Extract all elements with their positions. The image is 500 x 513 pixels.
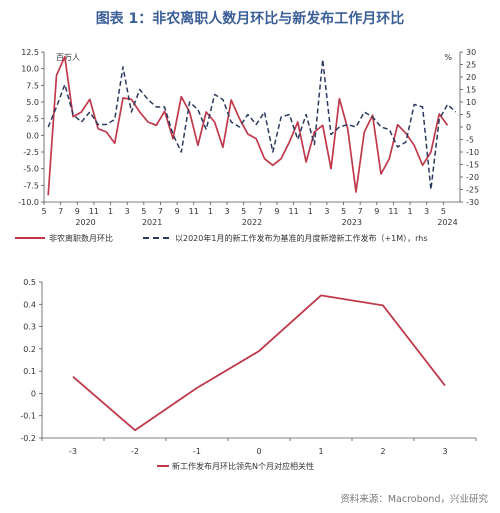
x-tick-label: 5 (241, 207, 246, 216)
right-tick-label: -5 (466, 136, 474, 145)
figure-title: 图表 1：非农离职人数月环比与新发布工作月环比 (95, 11, 405, 27)
x-tick-label: 11 (189, 207, 199, 216)
left-tick-label: -2.5 (23, 148, 39, 157)
bottom-x-tick-label: 2 (380, 447, 385, 456)
x-tick-label: 5 (141, 207, 146, 216)
bottom-y-tick-label: 0.2 (23, 345, 36, 354)
x-tick-label: 5 (441, 207, 446, 216)
right-tick-label: -10 (466, 148, 479, 157)
x-tick-label: 3 (324, 207, 329, 216)
right-tick-label: -30 (466, 198, 479, 207)
x-tick-label: 9 (374, 207, 379, 216)
series-line-job-postings (47, 58, 457, 191)
bottom-x-tick-label: 1 (318, 447, 323, 456)
x-tick-label: 5 (341, 207, 346, 216)
right-unit-label: % (444, 53, 452, 62)
bottom-x-tick-label: 0 (256, 447, 261, 456)
legend-label-red: 非农离职数月环比 (49, 233, 113, 243)
x-tick-label: 9 (175, 207, 180, 216)
right-tick-label: 0 (466, 123, 471, 132)
left-tick-label: -10.0 (18, 198, 39, 207)
x-tick-label: 7 (58, 207, 63, 216)
x-tick-label: 5 (41, 207, 46, 216)
bottom-y-tick-label: -0.1 (20, 412, 36, 421)
left-tick-label: 12.5 (21, 48, 39, 57)
bottom-x-tick-label: -1 (193, 447, 201, 456)
left-unit-label: 百万人 (56, 53, 80, 62)
right-tick-label: 20 (466, 73, 476, 82)
bottom-y-tick-label: 0 (31, 389, 36, 398)
x-tick-label: 1 (308, 207, 313, 216)
series-line-correlation (72, 294, 446, 432)
x-tick-label: 11 (89, 207, 99, 216)
left-tick-label: -7.5 (23, 181, 39, 190)
bottom-y-tick-label: -0.2 (20, 434, 36, 443)
x-tick-label: 1 (408, 207, 413, 216)
x-year-label: 2021 (142, 218, 162, 227)
top-chart: 百万人 % 12.5 10.0 7.5 5.0 2.5 0.0 -2.5 -5.0 -7.5 -1… (15, 48, 479, 243)
x-year-label: 2020 (75, 218, 95, 227)
x-tick-label: 3 (224, 207, 229, 216)
left-tick-label: -5.0 (23, 165, 39, 174)
source-note: 资料来源：Macrobond，兴业研究 (340, 494, 488, 505)
left-tick-label: 5.0 (26, 98, 39, 107)
bottom-x-tick-label: -3 (69, 447, 77, 456)
x-tick-label: 1 (208, 207, 213, 216)
right-tick-label: -15 (466, 161, 479, 170)
left-tick-label: 2.5 (26, 115, 39, 124)
x-tick-label: 1 (108, 207, 113, 216)
right-tick-label: -20 (466, 173, 479, 182)
right-tick-label: 30 (466, 48, 476, 57)
right-tick-label: 25 (466, 61, 476, 70)
x-tick-label: 7 (358, 207, 363, 216)
legend-label-navy: 以2020年1月的新工作发布为基准的月度新增新工作发布（+1M），rhs (175, 233, 428, 243)
x-tick-label: 3 (424, 207, 429, 216)
left-tick-label: 0.0 (26, 131, 39, 140)
left-tick-label: 10.0 (21, 65, 39, 74)
bottom-y-tick-label: 0.5 (23, 278, 36, 287)
x-tick-label: 9 (274, 207, 279, 216)
x-year-label: 2022 (242, 218, 262, 227)
right-tick-label: 5 (466, 111, 471, 120)
bottom-legend-label: 新工作发布月环比领先N个月对应相关性 (172, 461, 314, 471)
right-tick-label: -25 (466, 186, 479, 195)
right-tick-label: 15 (466, 86, 476, 95)
series-line-separations (47, 55, 449, 196)
right-tick-label: 10 (466, 98, 476, 107)
bottom-x-tick-label: 3 (442, 447, 447, 456)
bottom-y-tick-label: 0.1 (23, 367, 36, 376)
x-tick-label: 11 (289, 207, 299, 216)
bottom-x-tick-label: -2 (131, 447, 139, 456)
x-tick-label: 11 (388, 207, 398, 216)
bottom-y-tick-label: 0.3 (23, 323, 36, 332)
x-tick-label: 3 (125, 207, 130, 216)
x-year-label: 2023 (342, 218, 362, 227)
x-tick-label: 9 (75, 207, 80, 216)
left-tick-label: 7.5 (26, 81, 39, 90)
x-year-label: 2024 (437, 218, 457, 227)
bottom-y-tick-label: 0.4 (23, 300, 36, 309)
x-tick-label: 7 (158, 207, 163, 216)
x-tick-label: 7 (258, 207, 263, 216)
